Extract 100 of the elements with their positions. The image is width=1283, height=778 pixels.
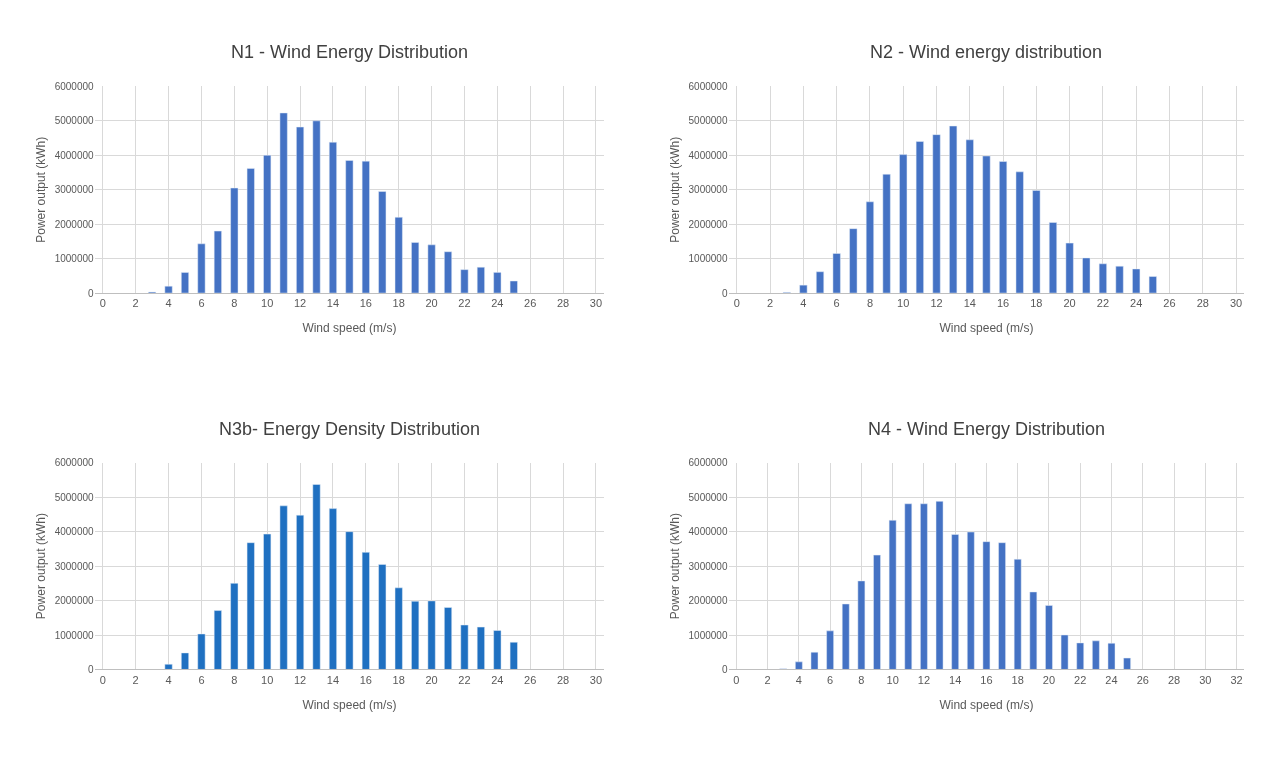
x-tick-label: 6 [827, 673, 834, 686]
x-tick-label: 4 [795, 673, 802, 686]
y-tick-label: 4000000 [688, 526, 728, 538]
x-tick-label: 12 [917, 673, 931, 686]
x-tick-label: 18 [392, 673, 405, 686]
x-tick-label: 16 [980, 673, 993, 686]
chart-title: N3b- Energy Density Distribution [219, 419, 481, 439]
x-tick-label: 16 [359, 297, 372, 310]
x-tick-label: 24 [1130, 297, 1143, 310]
y-tick-label: 4000000 [688, 149, 728, 161]
x-tick-label: 4 [165, 673, 172, 686]
x-tick-label: 22 [458, 297, 471, 310]
x-tick-label: 20 [425, 297, 438, 310]
y-axis-title: Power output (kWh) [33, 513, 48, 620]
x-tick-label: 18 [1030, 297, 1043, 310]
x-tick-label: 18 [1011, 673, 1024, 686]
y-axis-title: Power output (kWh) [667, 136, 682, 243]
x-tick-label: 24 [1105, 673, 1118, 686]
y-tick-label: 4000000 [54, 526, 95, 538]
x-tick-label: 12 [930, 297, 943, 310]
y-tick-label: 5000000 [54, 115, 95, 127]
x-tick-label: 6 [833, 297, 840, 310]
x-axis-title: Wind speed (m/s) [939, 321, 1034, 336]
x-tick-label: 2 [132, 673, 139, 686]
x-tick-label: 30 [1229, 297, 1243, 310]
x-tick-label: 22 [458, 673, 471, 686]
x-tick-label: 8 [858, 673, 865, 686]
chart-title: N2 - Wind energy distribution [870, 42, 1103, 62]
x-axis-title: Wind speed (m/s) [302, 697, 397, 712]
x-tick-label: 16 [996, 297, 1010, 310]
x-tick-label: 24 [491, 673, 504, 686]
x-tick-label: 28 [1167, 673, 1181, 686]
x-tick-label: 32 [1230, 673, 1243, 686]
x-axis-title: Wind speed (m/s) [939, 697, 1034, 712]
x-tick-label: 12 [293, 297, 307, 310]
x-tick-label: 8 [231, 297, 238, 310]
x-tick-label: 20 [425, 673, 438, 686]
x-tick-label: 0 [99, 673, 106, 686]
x-tick-label: 18 [392, 297, 405, 310]
y-tick-label: 2000000 [688, 218, 728, 230]
x-tick-label: 4 [165, 297, 172, 310]
x-tick-label: 20 [1063, 297, 1076, 310]
x-tick-label: 6 [198, 673, 205, 686]
x-tick-label: 26 [1163, 297, 1176, 310]
x-tick-label: 30 [589, 673, 603, 686]
chart-title: N4 - Wind Energy Distribution [868, 419, 1106, 439]
y-tick-label: 6000000 [688, 80, 728, 92]
x-tick-label: 10 [897, 297, 910, 310]
x-tick-label: 10 [886, 673, 899, 686]
y-tick-label: 1000000 [688, 629, 728, 641]
chart-title: N1 - Wind Energy Distribution [231, 42, 469, 62]
x-tick-label: 28 [556, 673, 570, 686]
x-tick-label: 8 [231, 673, 238, 686]
x-tick-label: 8 [866, 297, 874, 310]
y-tick-label: 5000000 [688, 115, 728, 127]
x-tick-label: 10 [261, 673, 274, 686]
y-axis-title: Power output (kWh) [667, 513, 682, 620]
y-tick-label: 0 [88, 663, 95, 675]
x-tick-label: 0 [99, 297, 106, 310]
y-tick-label: 0 [721, 663, 728, 675]
x-tick-label: 24 [491, 297, 504, 310]
x-tick-label: 0 [733, 673, 740, 686]
x-tick-label: 12 [293, 673, 307, 686]
y-tick-label: 6000000 [54, 457, 95, 469]
x-axis-title: Wind speed (m/s) [302, 321, 397, 336]
x-tick-label: 28 [556, 297, 570, 310]
x-tick-label: 26 [524, 673, 537, 686]
x-tick-label: 22 [1096, 297, 1110, 310]
x-tick-label: 16 [359, 673, 372, 686]
y-tick-label: 1000000 [54, 253, 95, 265]
x-tick-label: 2 [132, 297, 139, 310]
x-tick-label: 26 [1136, 673, 1149, 686]
x-tick-label: 26 [524, 297, 537, 310]
x-tick-label: 14 [326, 673, 340, 686]
y-tick-label: 6000000 [54, 80, 95, 92]
x-tick-label: 2 [767, 297, 774, 310]
y-tick-label: 3000000 [54, 184, 95, 196]
x-tick-label: 28 [1196, 297, 1209, 310]
x-tick-label: 4 [800, 297, 807, 310]
y-tick-label: 6000000 [688, 457, 728, 469]
x-tick-label: 20 [1042, 673, 1056, 686]
y-tick-label: 3000000 [688, 184, 728, 196]
y-axis-title: Power output (kWh) [33, 136, 48, 243]
x-tick-label: 30 [589, 297, 603, 310]
x-tick-label: 6 [198, 297, 205, 310]
y-tick-label: 5000000 [54, 491, 95, 503]
y-tick-label: 0 [721, 287, 728, 299]
y-tick-label: 5000000 [688, 491, 728, 503]
x-tick-label: 14 [326, 297, 340, 310]
y-tick-label: 4000000 [54, 149, 95, 161]
x-tick-label: 22 [1074, 673, 1087, 686]
x-tick-label: 0 [733, 297, 740, 310]
y-tick-label: 3000000 [688, 560, 728, 572]
y-tick-label: 2000000 [54, 218, 95, 230]
y-tick-label: 3000000 [54, 560, 95, 572]
y-tick-label: 1000000 [54, 629, 95, 641]
x-tick-label: 14 [949, 673, 962, 686]
y-tick-label: 2000000 [54, 595, 95, 607]
y-tick-label: 2000000 [688, 595, 728, 607]
y-tick-label: 1000000 [688, 253, 728, 265]
